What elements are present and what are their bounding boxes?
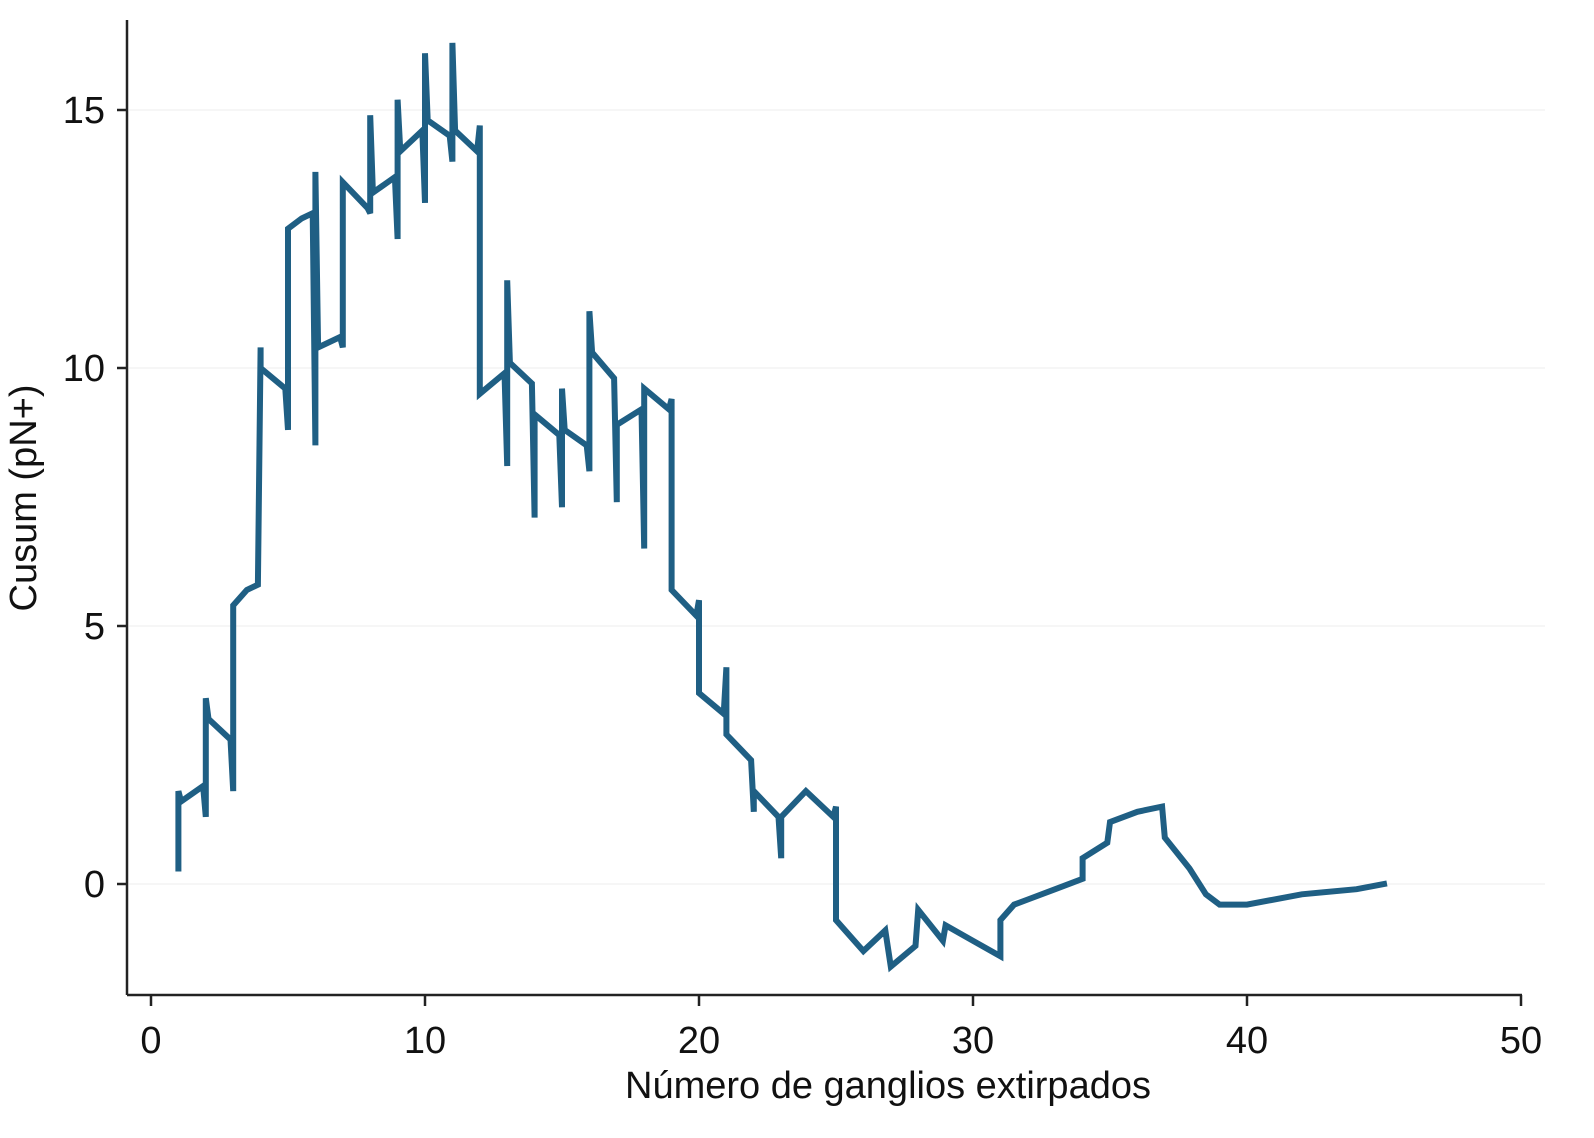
x-tick-label-30: 30 [952,1020,994,1062]
x-tick-label-40: 40 [1226,1020,1268,1062]
ticks: 0 5 10 15 0 10 20 30 40 50 [63,90,1542,1062]
x-tick-label-20: 20 [678,1020,720,1062]
y-tick-label-15: 15 [63,90,105,132]
y-axis-title: Cusum (pN+) [3,385,45,612]
series-line-1 [175,42,1388,973]
x-tick-label-50: 50 [1500,1020,1542,1062]
axes [125,20,1522,997]
x-tick-label-10: 10 [404,1020,446,1062]
y-tick-label-5: 5 [84,606,105,648]
y-tick-label-10: 10 [63,348,105,390]
x-axis-title: Número de ganglios extirpados [625,1065,1151,1107]
x-tick-label-0: 0 [140,1020,161,1062]
y-tick-label-0: 0 [84,864,105,906]
series-group [175,42,1388,973]
